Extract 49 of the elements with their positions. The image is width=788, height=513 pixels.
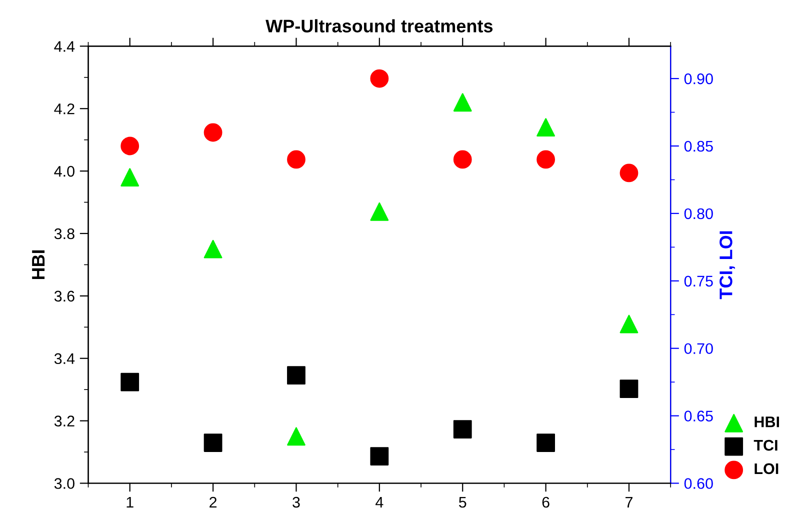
point xyxy=(370,69,389,88)
point xyxy=(536,118,556,137)
y-tick-label: 4.0 xyxy=(54,166,74,177)
legend-label: TCI xyxy=(754,440,778,451)
point xyxy=(536,434,556,452)
chart-title: WP-Ultrasound treatments xyxy=(266,19,493,32)
x-tick-label: 3 xyxy=(292,496,300,508)
y-axis-title: HBI xyxy=(32,250,45,280)
y-tick-label: 4.2 xyxy=(54,103,74,114)
y-tick-label: 3.4 xyxy=(54,353,75,364)
point xyxy=(287,366,306,385)
point xyxy=(453,420,472,438)
point xyxy=(453,150,472,169)
point xyxy=(204,123,222,142)
y2-tick-label: 0.90 xyxy=(684,73,713,84)
legend-label: LOI xyxy=(754,463,778,474)
y2-tick-label: 0.70 xyxy=(684,343,713,354)
y-tick-label: 3.2 xyxy=(54,416,74,426)
x-tick-label: 7 xyxy=(626,497,632,508)
y2-tick-label: 0.85 xyxy=(684,140,713,152)
point xyxy=(120,136,140,156)
point xyxy=(287,150,306,169)
point xyxy=(453,93,472,112)
x-tick-label: 2 xyxy=(210,496,217,508)
y-tick-label: 3.0 xyxy=(54,478,74,489)
y-tick-label: 3.6 xyxy=(54,290,74,302)
y2-tick-label: 0.75 xyxy=(684,276,713,287)
y2-tick-label: 0.60 xyxy=(684,478,713,489)
y-tick-label: 4.4 xyxy=(54,41,75,52)
y2-axis-title: TCI, LOI xyxy=(720,231,735,300)
point xyxy=(536,150,556,169)
legend-label: HBI xyxy=(754,416,779,428)
point xyxy=(620,380,638,398)
point xyxy=(287,427,306,446)
x-tick-label: 4 xyxy=(376,497,384,508)
x-tick-label: 1 xyxy=(126,497,134,508)
point xyxy=(120,372,140,392)
point xyxy=(620,164,638,182)
point xyxy=(370,447,389,466)
point xyxy=(370,202,389,221)
y2-tick-label: 0.65 xyxy=(684,410,713,422)
y-tick-label: 3.8 xyxy=(54,228,74,240)
point xyxy=(620,314,638,334)
point xyxy=(204,434,222,452)
point xyxy=(120,168,140,186)
x-tick-label: 5 xyxy=(458,497,466,508)
x-tick-label: 6 xyxy=(542,496,550,508)
point xyxy=(204,240,222,258)
y2-tick-label: 0.80 xyxy=(684,208,713,220)
